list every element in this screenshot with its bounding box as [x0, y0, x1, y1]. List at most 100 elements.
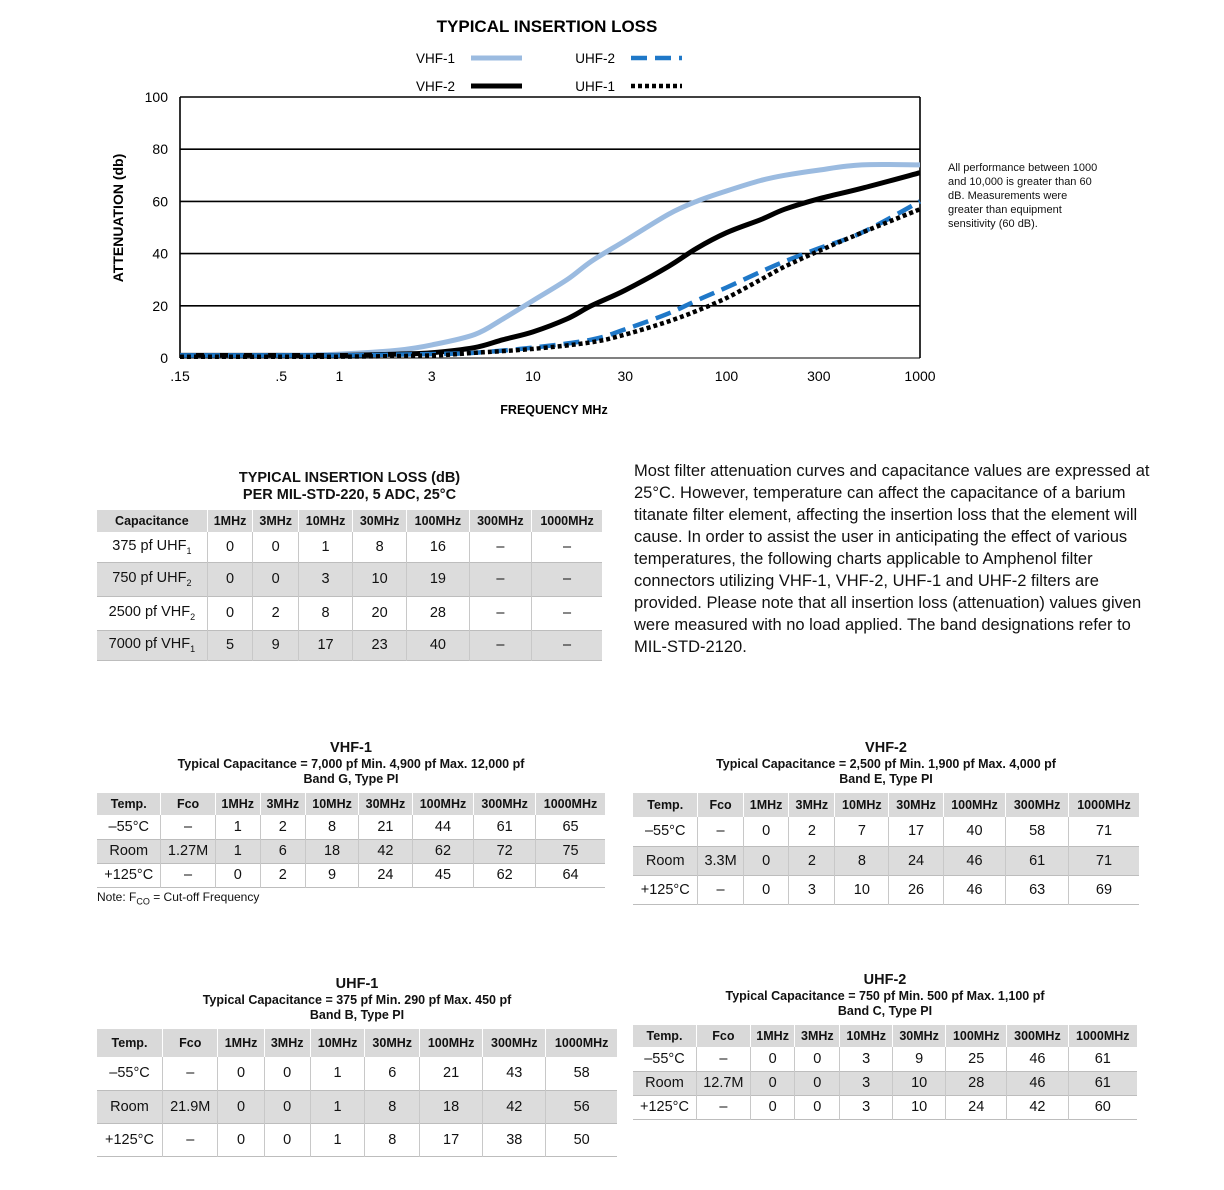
value-cell: – [563, 605, 572, 621]
value-cell: – [697, 875, 744, 904]
table-row: +125°C –0 2 9 24 45 62 64 [97, 863, 605, 887]
y-tick-label-0: 0 [160, 350, 168, 366]
vhf1-title: VHF-1 [330, 740, 372, 756]
vhf2-header-cell: 100MHz [943, 793, 1007, 817]
value-cell: –55°C [633, 817, 699, 846]
value-cell: 12.7M [696, 1071, 751, 1095]
value-cell: 0 [217, 1123, 265, 1156]
summary-header-cell: 1000MHz [531, 510, 602, 532]
summary-title-line2: PER MIL-STD-220, 5 ADC, 25°C [242, 487, 457, 503]
x-tick-label-.15: .15 [170, 368, 190, 384]
value-cell: 56 [545, 1090, 617, 1123]
value-cell: 3.3M [697, 846, 744, 875]
value-cell: –55°C [97, 815, 162, 839]
value-cell: 28 [945, 1071, 1008, 1095]
value-cell: 61 [1005, 846, 1069, 875]
value-cell: – [160, 863, 216, 887]
value-cell: 71 [1068, 846, 1139, 875]
value-cell: 43 [482, 1057, 547, 1090]
x-tick-label-100: 100 [715, 368, 739, 384]
value-cell: 23 [352, 630, 408, 660]
capacitance-label: 7000 pf VHF [108, 636, 191, 653]
summary-title-line1: TYPICAL INSERTION LOSS (dB) [238, 470, 461, 486]
value-cell: 58 [1005, 817, 1069, 846]
value-cell: 17 [419, 1123, 484, 1156]
value-cell: Room [633, 846, 699, 875]
capacitance-subscript: 1 [190, 643, 196, 654]
value-cell: 1 [215, 839, 261, 863]
vhf1-header-cell: 30MHz [358, 793, 413, 815]
value-cell: 19 [406, 562, 470, 596]
value-cell: 3 [839, 1095, 894, 1119]
value-cell: 24 [358, 863, 413, 887]
vhf1-header-cell: 3MHz [260, 793, 306, 815]
legend-label-uhf-1: UHF-1 [575, 79, 615, 94]
uhf1-table: Temp. Fco 1MHz 3MHz 10MHz 30MHz 100MHz 300MHz 10… [97, 1029, 617, 1157]
chart-note: All performance between 1000 and 10,000 … [948, 162, 1098, 230]
uhf1-header-cell: 10MHz [310, 1029, 366, 1057]
value-cell: 2 [260, 815, 306, 839]
value-cell: 16 [406, 532, 470, 562]
value-cell: 1 [310, 1123, 366, 1156]
value-cell: 61 [473, 815, 537, 839]
capacitance-subscript: 2 [190, 611, 196, 622]
value-cell: 21 [419, 1057, 484, 1090]
value-cell: +125°C [633, 875, 699, 904]
value-cell: 0 [794, 1095, 841, 1119]
uhf2-header-cell: 1000MHz [1068, 1025, 1137, 1047]
x-axis-label: FREQUENCY MHz [500, 403, 607, 417]
uhf2-header-cell: Temp. [633, 1025, 697, 1047]
vhf2-header-cell: Fco [697, 793, 744, 817]
vhf1-capacitance: Typical Capacitance = 7,000 pf Min. 4,90… [177, 757, 525, 771]
value-cell: 9 [892, 1047, 947, 1071]
capacitance-subscript: 2 [186, 577, 192, 588]
value-cell: 18 [305, 839, 360, 863]
uhf1-header-cell: Fco [162, 1029, 219, 1057]
value-cell: 0 [252, 562, 300, 596]
value-cell: 0 [264, 1123, 311, 1156]
value-cell: 46 [943, 875, 1007, 904]
value-cell: 40 [943, 817, 1007, 846]
value-cell: – [160, 815, 216, 839]
value-cell: 38 [482, 1123, 547, 1156]
fco-note-suffix: = Cut-off Frequency [149, 889, 260, 904]
value-cell: – [696, 1047, 751, 1071]
uhf2-title: UHF-2 [863, 972, 907, 988]
y-tick-label-20: 20 [152, 298, 168, 314]
uhf1-block: UHF-1 Typical Capacitance = 375 pf Min. … [97, 976, 617, 1157]
value-cell: 0 [207, 532, 254, 562]
uhf1-header-cell: 100MHz [419, 1029, 484, 1057]
value-cell: 0 [252, 532, 300, 562]
value-cell: 10 [892, 1071, 947, 1095]
value-cell: 2 [252, 596, 300, 630]
table-row: 750 pf UHF2 0 0 3 10 19– – [97, 562, 602, 596]
value-cell: 61 [1068, 1071, 1137, 1095]
value-cell: 62 [473, 863, 537, 887]
vhf1-header-cell: 1MHz [215, 793, 261, 815]
vhf1-header-cell: 300MHz [473, 793, 537, 815]
value-cell: 0 [215, 863, 261, 887]
uhf2-band: Band C, Type PI [837, 1004, 933, 1018]
vhf1-header-cell: Fco [160, 793, 216, 815]
uhf1-title: UHF-1 [335, 976, 379, 992]
value-cell: – [469, 562, 533, 596]
summary-table: Capacitance 1MHz 3MHz 10MHz 30MHz 100MHz 300MH… [97, 510, 602, 661]
value-cell: 60 [1094, 1099, 1111, 1115]
value-cell: 8 [364, 1090, 421, 1123]
chart-title: TYPICAL INSERTION LOSS [437, 17, 658, 36]
value-cell: 0 [217, 1090, 265, 1123]
vhf2-capacitance: Typical Capacitance = 2,500 pf Min. 1,90… [716, 757, 1056, 771]
uhf2-header-row: Temp. Fco 1MHz 3MHz 10MHz 30MHz 100MHz 300MHz 10… [633, 1025, 1137, 1047]
value-cell: 62 [412, 839, 475, 863]
vhf2-header-cell: 1MHz [743, 793, 790, 817]
capacitance-label: 750 pf UHF [112, 570, 187, 587]
value-cell: 1 [298, 532, 354, 562]
vhf1-header-cell: 1000MHz [535, 793, 605, 815]
uhf1-header-cell: 300MHz [482, 1029, 547, 1057]
value-cell: 42 [1006, 1095, 1069, 1119]
table-row: –55°C –0 0 3 9 25 46 61 [633, 1047, 1137, 1071]
uhf1-capacitance: Typical Capacitance = 375 pf Min. 290 pf… [202, 993, 512, 1007]
summary-header-cell: 1MHz [207, 510, 254, 532]
table-row: 2500 pf VHF2 0 2 8 20 28– – [97, 596, 602, 630]
value-cell: 46 [1006, 1071, 1069, 1095]
